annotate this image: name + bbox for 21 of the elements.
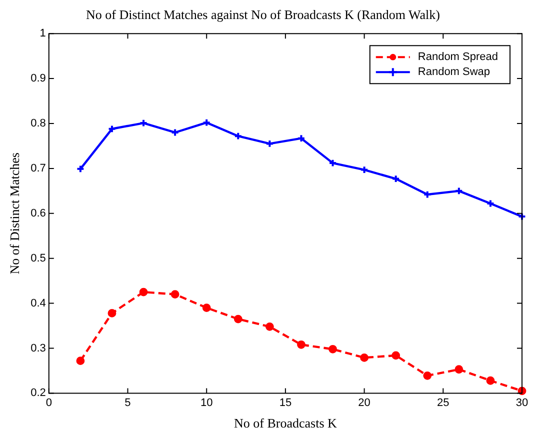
x-tick-label: 25 bbox=[437, 396, 450, 409]
y-tick-label: 1 bbox=[40, 28, 46, 40]
chart-title: No of Distinct Matches against No of Broadcasts K (Random Walk) bbox=[86, 7, 440, 22]
x-tick-label: 10 bbox=[200, 396, 213, 409]
legend-label: Random Swap bbox=[418, 66, 490, 78]
x-axis-title: No of Broadcasts K bbox=[234, 416, 338, 431]
y-tick-label: 0.8 bbox=[30, 118, 46, 130]
y-tick-label: 0.2 bbox=[30, 387, 46, 400]
y-tick-label: 0.5 bbox=[30, 252, 46, 264]
y-tick-label: 0.7 bbox=[30, 162, 46, 174]
x-tick-label: 15 bbox=[279, 396, 292, 409]
x-tick-label: 20 bbox=[358, 396, 370, 409]
x-tick-label: 30 bbox=[516, 396, 528, 409]
y-axis-title: No of Distinct Matches bbox=[7, 152, 22, 274]
legend-label: Random Spread bbox=[418, 51, 498, 64]
x-tick-label: 0 bbox=[46, 396, 52, 409]
y-tick-label: 0.4 bbox=[30, 297, 46, 310]
y-tick-label: 0.6 bbox=[30, 207, 46, 220]
x-tick-label: 5 bbox=[124, 396, 131, 409]
y-tick-label: 0.9 bbox=[30, 72, 46, 85]
y-tick-label: 0.3 bbox=[30, 342, 46, 354]
